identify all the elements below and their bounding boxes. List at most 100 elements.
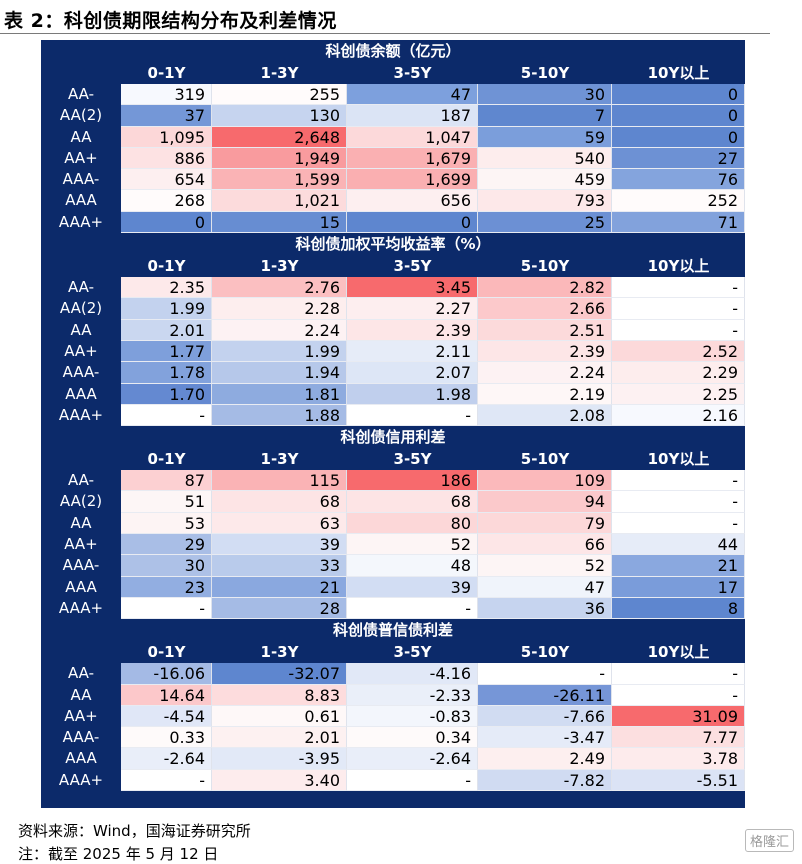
table-cell: 0 — [121, 211, 212, 234]
table-cell: 27 — [612, 147, 745, 170]
table-row: AA(2) 1.99 2.28 2.27 2.66- — [41, 298, 745, 320]
rating-label: AAA — [65, 384, 97, 403]
table-row: AAA+ -28-36 8 — [41, 597, 745, 620]
column-header: 5-10Y — [520, 450, 570, 469]
table-cell: 8 — [612, 597, 745, 620]
table-row: AA+ 29 39 52 66 44 — [41, 534, 745, 556]
table-cell: 2,648 — [212, 126, 347, 148]
table-cell: 1,021 — [212, 190, 347, 212]
table-cell: 2.24 — [478, 362, 612, 384]
table-cell: 15 — [212, 211, 347, 234]
table-row: AA(2) 37 130 187 7 0 — [41, 105, 745, 127]
table-cell: - — [612, 663, 745, 685]
table-cell: - — [121, 404, 212, 427]
rating-label: AAA — [65, 577, 97, 596]
column-header: 3-5Y — [393, 257, 432, 276]
table-section: 科创债普信债利差 0-1Y 1-3Y 3-5Y 5-10Y 10Y以上 AA- -16.06-… — [41, 619, 745, 792]
table-cell: 7 — [478, 105, 612, 127]
table-cell: 1.94 — [212, 362, 347, 384]
table-cell: 2.35 — [121, 277, 212, 299]
table-cell: 47 — [347, 84, 478, 106]
table-cell: 76 — [612, 169, 745, 191]
table-cell: 87 — [121, 470, 212, 492]
table-cell: 39 — [347, 576, 478, 598]
column-header: 5-10Y — [520, 64, 570, 82]
table-cell: - — [612, 512, 745, 535]
table-cell: -26.11 — [478, 684, 612, 706]
table-cell: 109 — [478, 470, 612, 492]
column-header: 1-3Y — [260, 257, 299, 276]
column-header: 10Y以上 — [647, 257, 710, 276]
table-cell: 0.33 — [121, 727, 212, 749]
table-cell: 2.52 — [612, 340, 745, 363]
section-title: 科创债加权平均收益率（%） — [295, 235, 491, 254]
table-cell: -2.64 — [347, 748, 478, 770]
table-cell: 53 — [121, 512, 212, 535]
header-spacer — [41, 63, 121, 84]
table-cell: 2.29 — [612, 362, 745, 384]
table-row: AA 2.01 2.24 2.39 2.51- — [41, 319, 745, 341]
table-cell: - — [612, 319, 745, 341]
table-cell: -3.95 — [212, 748, 347, 770]
table-cell: 1,679 — [347, 147, 478, 170]
table-cell: 2.66 — [478, 298, 612, 320]
table-cell: -16.06 — [121, 663, 212, 685]
table-cell: -2.64 — [121, 748, 212, 770]
rating-label: AAA+ — [58, 405, 104, 424]
table-cell: 1.99 — [121, 298, 212, 320]
table-cell: - — [612, 491, 745, 513]
table-cell: 3.40 — [212, 769, 347, 792]
table-row: AA- 87 115 186 109- — [41, 470, 745, 492]
column-header: 10Y以上 — [647, 643, 710, 662]
rating-label: AA- — [67, 471, 95, 490]
table-cell: 2.08 — [478, 404, 612, 427]
table-cell: 255 — [212, 84, 347, 106]
table-cell: 2.49 — [478, 748, 612, 770]
rating-label: AAA — [65, 191, 97, 210]
table-cell: 2.82 — [478, 277, 612, 299]
table-cell: 68 — [347, 491, 478, 513]
table-cell: 36 — [478, 597, 612, 620]
table-cell: 30 — [121, 555, 212, 577]
column-header: 0-1Y — [147, 450, 186, 469]
table-section: 科创债加权平均收益率（%） 0-1Y 1-3Y 3-5Y 5-10Y 10Y以上 AA- 2.… — [41, 233, 745, 427]
table-cell: 21 — [212, 576, 347, 598]
header-spacer — [41, 642, 121, 663]
table-cell: 59 — [478, 126, 612, 148]
table-cell: 28 — [212, 597, 347, 620]
table-row: AAA- 1.78 1.94 2.07 2.24 2.29 — [41, 362, 745, 384]
column-header: 10Y以上 — [647, 450, 710, 469]
table-cell: 80 — [347, 512, 478, 535]
table-cell: 2.24 — [212, 319, 347, 341]
table-cell: 1.70 — [121, 383, 212, 405]
rating-label: AAA+ — [58, 212, 104, 231]
table-cell: 2.11 — [347, 340, 478, 363]
table-cell: 2.39 — [347, 319, 478, 341]
column-header: 3-5Y — [393, 643, 432, 662]
table-section: 科创债信用利差 0-1Y 1-3Y 3-5Y 5-10Y 10Y以上 AA- 87 115 186… — [41, 426, 745, 620]
rating-label: AA(2) — [59, 106, 103, 125]
table-cell: 1.78 — [121, 362, 212, 384]
column-header-row: 0-1Y 1-3Y 3-5Y 5-10Y 10Y以上 — [41, 256, 745, 277]
title-divider — [0, 33, 770, 34]
table-row: AA 1,095 2,648 1,047 59 0 — [41, 126, 745, 148]
table-cell: 25 — [478, 211, 612, 234]
table-cell: 130 — [212, 105, 347, 127]
table-cell: 886 — [121, 147, 212, 170]
table-row: AA+ 1.77 1.99 2.11 2.39 2.52 — [41, 340, 745, 363]
rating-label: AA- — [67, 85, 95, 103]
table-row: AAA 1.70 1.81 1.98 2.19 2.25 — [41, 383, 745, 405]
table-cell: 1,699 — [347, 169, 478, 191]
header-spacer — [41, 256, 121, 277]
table-cell: - — [121, 769, 212, 792]
rating-label: AAA- — [62, 556, 100, 575]
column-header-row: 0-1Y 1-3Y 3-5Y 5-10Y 10Y以上 — [41, 449, 745, 470]
column-header: 3-5Y — [393, 450, 432, 469]
table-row: AA(2) 51 68 68 94- — [41, 491, 745, 513]
table-cell: 0.61 — [212, 705, 347, 728]
table-row: AAA+ -1.88-2.08 2.16 — [41, 404, 745, 427]
column-header: 3-5Y — [393, 64, 432, 82]
table-row: AAA- 0.33 2.01 0.34 -3.47 7.77 — [41, 727, 745, 749]
table-cell: 30 — [478, 84, 612, 106]
table-row: AA 14.64 8.83 -2.33 -26.11- — [41, 684, 745, 706]
